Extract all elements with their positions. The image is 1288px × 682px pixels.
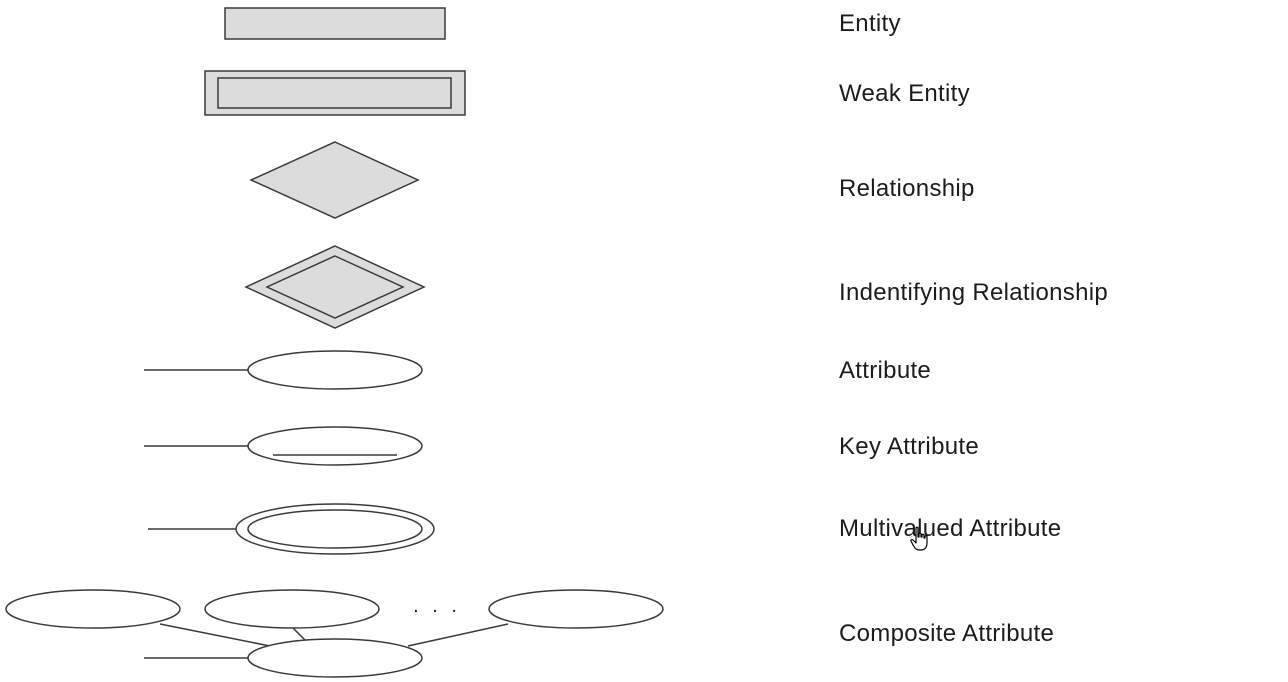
attribute-symbol xyxy=(144,350,423,390)
label-attribute: Attribute xyxy=(839,357,932,384)
entity-symbol xyxy=(224,7,446,40)
label-multivalued-attribute: Multivalued Attribute xyxy=(839,515,1062,542)
relationship-symbol xyxy=(249,141,420,219)
label-composite-attribute: Composite Attribute xyxy=(839,620,1055,647)
label-identifying-relationship: Indentifying Relationship xyxy=(839,279,1109,306)
label-weak-entity: Weak Entity xyxy=(839,80,970,107)
weak-entity-symbol xyxy=(204,70,466,116)
composite-ellipsis: . . . xyxy=(413,595,461,617)
identifying-relationship-symbol xyxy=(244,245,426,329)
key-attribute-symbol xyxy=(144,426,423,466)
multivalued-attribute-symbol xyxy=(148,503,435,555)
label-key-attribute: Key Attribute xyxy=(839,433,979,460)
label-relationship: Relationship xyxy=(839,175,975,202)
hand-pointer-icon xyxy=(910,526,928,551)
label-entity: Entity xyxy=(839,10,901,37)
composite-attribute-symbol: . . . xyxy=(5,589,664,678)
